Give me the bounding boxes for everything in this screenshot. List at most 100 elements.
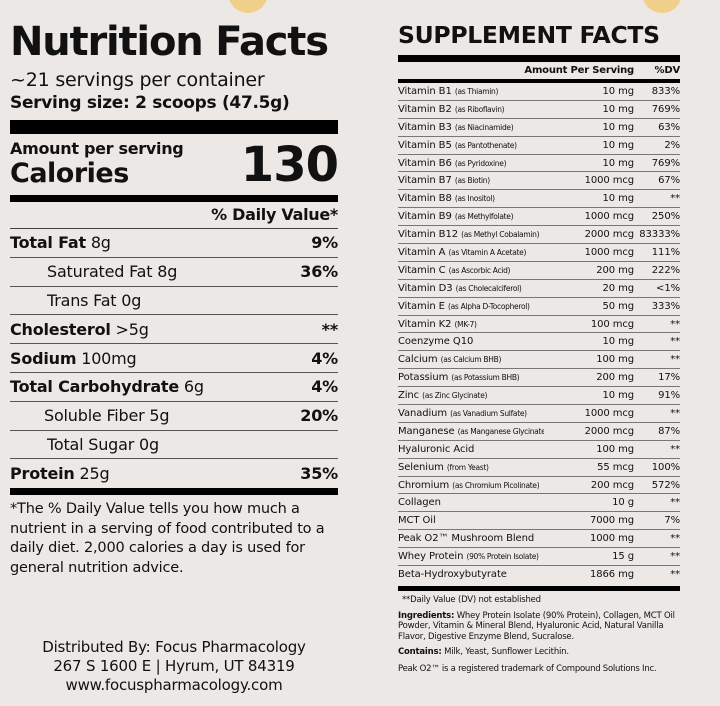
supplement-row: Vitamin E (as Alpha D-Tocopherol) 50 mg 33… (398, 298, 680, 316)
supplement-label: Vitamin B1 (398, 85, 452, 97)
divider-medium (398, 79, 680, 83)
supplement-amount: 10 mg (602, 139, 635, 151)
supplement-label: Beta-Hydroxybutyrate (398, 569, 507, 581)
supplement-source: (as Cholecalciferol) (455, 283, 522, 293)
supplement-amount: 10 mg (602, 390, 635, 402)
supplement-source: (as Thiamin) (454, 86, 499, 96)
supplement-source: (as Manganese Glycinate) (457, 426, 544, 436)
distributor-website: www.focuspharmacology.com (65, 676, 283, 694)
supplement-label: Vitamin K2 (398, 318, 452, 330)
supplement-daily-value: ** (670, 569, 680, 581)
supplement-amount: 1000 mcg (584, 246, 635, 258)
contains-text: Milk, Yeast, Sunflower Lecithin. (444, 647, 569, 658)
nutrient-row: Total Carbohydrate 6g 4% (10, 373, 338, 402)
supplement-row: Vitamin B9 (as Methylfolate) 1000 mcg 250% (398, 208, 680, 227)
nutrient-daily-value: 36% (300, 262, 338, 282)
supplement-daily-value: 572% (651, 479, 680, 491)
supplement-row: Coenzyme Q10 10 mg ** (398, 333, 680, 352)
supplement-amount: 20 mg (602, 282, 635, 294)
supplement-row: Beta-Hydroxybutyrate 1866 mg ** (398, 566, 680, 584)
supplement-source: (as Pyridoxine) (454, 158, 507, 168)
nutrient-name: Protein 25g (10, 464, 110, 484)
supplement-daily-value: <1% (656, 282, 680, 294)
supplement-amount: 10 mg (602, 103, 635, 115)
supplement-daily-value: 111% (651, 246, 680, 258)
nutrient-name: Cholesterol >5g (10, 320, 149, 339)
supplement-source: (as Zinc Glycinate) (422, 391, 488, 401)
supplement-daily-value: ** (670, 551, 680, 563)
supplement-row: Vitamin B1 (as Thiamin) 10 mg 833% (398, 83, 680, 101)
supplement-label: Vanadium (398, 407, 448, 419)
supplement-label: Vitamin B12 (398, 229, 458, 241)
nutrient-daily-value: 4% (311, 348, 338, 368)
supplement-daily-value: 333% (651, 300, 680, 312)
servings-per-container: ~21 servings per container (10, 69, 265, 91)
supplement-source: (as Vanadium Sulfate) (450, 408, 527, 418)
nutrient-label: Total Fat (10, 233, 86, 253)
dv-header: %DV (654, 65, 681, 76)
supplement-daily-value: 7% (664, 515, 680, 527)
supplement-row: Vitamin B8 (as Inositol) 10 mg ** (398, 190, 680, 209)
supplement-source: (as Riboflavin) (454, 104, 505, 114)
supplement-source: (as Calcium BHB) (440, 355, 502, 365)
nutrient-name: Total Sugar 0g (10, 435, 159, 454)
supplement-amount: 50 mg (602, 300, 635, 312)
daily-value-footnote: *The % Daily Value tells you how much a … (10, 501, 325, 576)
supplement-name: Manganese (as Manganese Glycinate) (398, 426, 544, 437)
supplement-daily-value: ** (670, 354, 680, 366)
supplement-source: (as Vitamin A Acetate) (448, 247, 527, 257)
supplement-name: Vitamin B1 (as Thiamin) (398, 86, 544, 97)
supplement-daily-value: 91% (658, 390, 680, 402)
divider-medium (10, 488, 338, 496)
dv-not-established-note: **Daily Value (DV) not established (402, 594, 541, 605)
supplement-table-header: Amount Per Serving %DV (398, 62, 680, 79)
supplement-daily-value: 2% (664, 139, 680, 151)
nutrient-row: Saturated Fat 8g 36% (10, 258, 338, 287)
nutrient-amount: 100mg (81, 348, 137, 368)
nutrition-facts-panel: Nutrition Facts ~21 servings per contain… (10, 18, 339, 578)
nutrient-amount: 8g (90, 233, 111, 253)
supplement-row: Zinc (as Zinc Glycinate) 10 mg 91% (398, 387, 680, 406)
supplement-name: Coenzyme Q10 (398, 336, 544, 347)
supplement-daily-value: ** (670, 318, 680, 330)
supplement-label: Whey Protein (398, 551, 464, 563)
nutrient-amount: 0g (121, 290, 142, 310)
distributor-name: Distributed By: Focus Pharmacology (42, 638, 306, 656)
supplement-name: Zinc (as Zinc Glycinate) (398, 390, 544, 401)
supplement-source: (as Potassium BHB) (451, 373, 520, 383)
supplement-amount: 100 mcg (590, 318, 634, 330)
supplement-name: Vitamin B7 (as Biotin) (398, 175, 544, 186)
supplement-name: Vitamin B2 (as Riboflavin) (398, 104, 544, 115)
supplement-name: MCT Oil (398, 515, 544, 526)
nutrient-daily-value: 20% (300, 406, 338, 426)
supplement-amount: 10 mg (602, 193, 635, 205)
nutrient-amount: 6g (183, 377, 204, 397)
supplement-amount: 1000 mcg (584, 407, 635, 419)
nutrient-amount: 25g (79, 464, 110, 484)
supplement-amount: 15 g (612, 551, 634, 563)
supplement-row: Peak O2™ Mushroom Blend 1000 mg ** (398, 530, 680, 549)
supplement-name: Vitamin K2 (MK-7) (398, 319, 544, 330)
amount-per-serving-header: Amount Per Serving (524, 65, 634, 76)
supplement-source: (from Yeast) (446, 462, 489, 472)
supplement-name: Vitamin A (as Vitamin A Acetate) (398, 247, 544, 258)
supplement-source: (as Niacinamide) (454, 122, 514, 132)
supplement-name: Vitamin B8 (as Inositol) (398, 193, 544, 204)
supplement-name: Vanadium (as Vanadium Sulfate) (398, 408, 544, 419)
supplement-daily-value: 87% (658, 425, 680, 437)
supplement-row: Collagen 10 g ** (398, 494, 680, 513)
amount-per-serving-label: Amount per serving (10, 139, 184, 158)
supplement-amount: 1866 mg (589, 569, 634, 581)
nutrient-label: Protein (10, 464, 75, 484)
nutrient-name: Trans Fat 0g (10, 291, 141, 310)
ingredients-text: Whey Protein Isolate (90% Protein), Coll… (398, 610, 675, 642)
nutrient-name: Total Carbohydrate 6g (10, 377, 204, 396)
supplement-amount: 100 mg (596, 443, 634, 455)
supplement-source: (90% Protein Isolate) (466, 552, 539, 562)
nutrient-name: Soluble Fiber 5g (10, 406, 170, 425)
nutrition-facts-title: Nutrition Facts (10, 19, 329, 65)
supplement-label: Vitamin B8 (398, 193, 452, 205)
supplement-name: Vitamin B3 (as Niacinamide) (398, 122, 544, 133)
supplement-row: Selenium (from Yeast) 55 mcg 100% (398, 459, 680, 477)
daily-value-header: % Daily Value* (10, 202, 338, 229)
